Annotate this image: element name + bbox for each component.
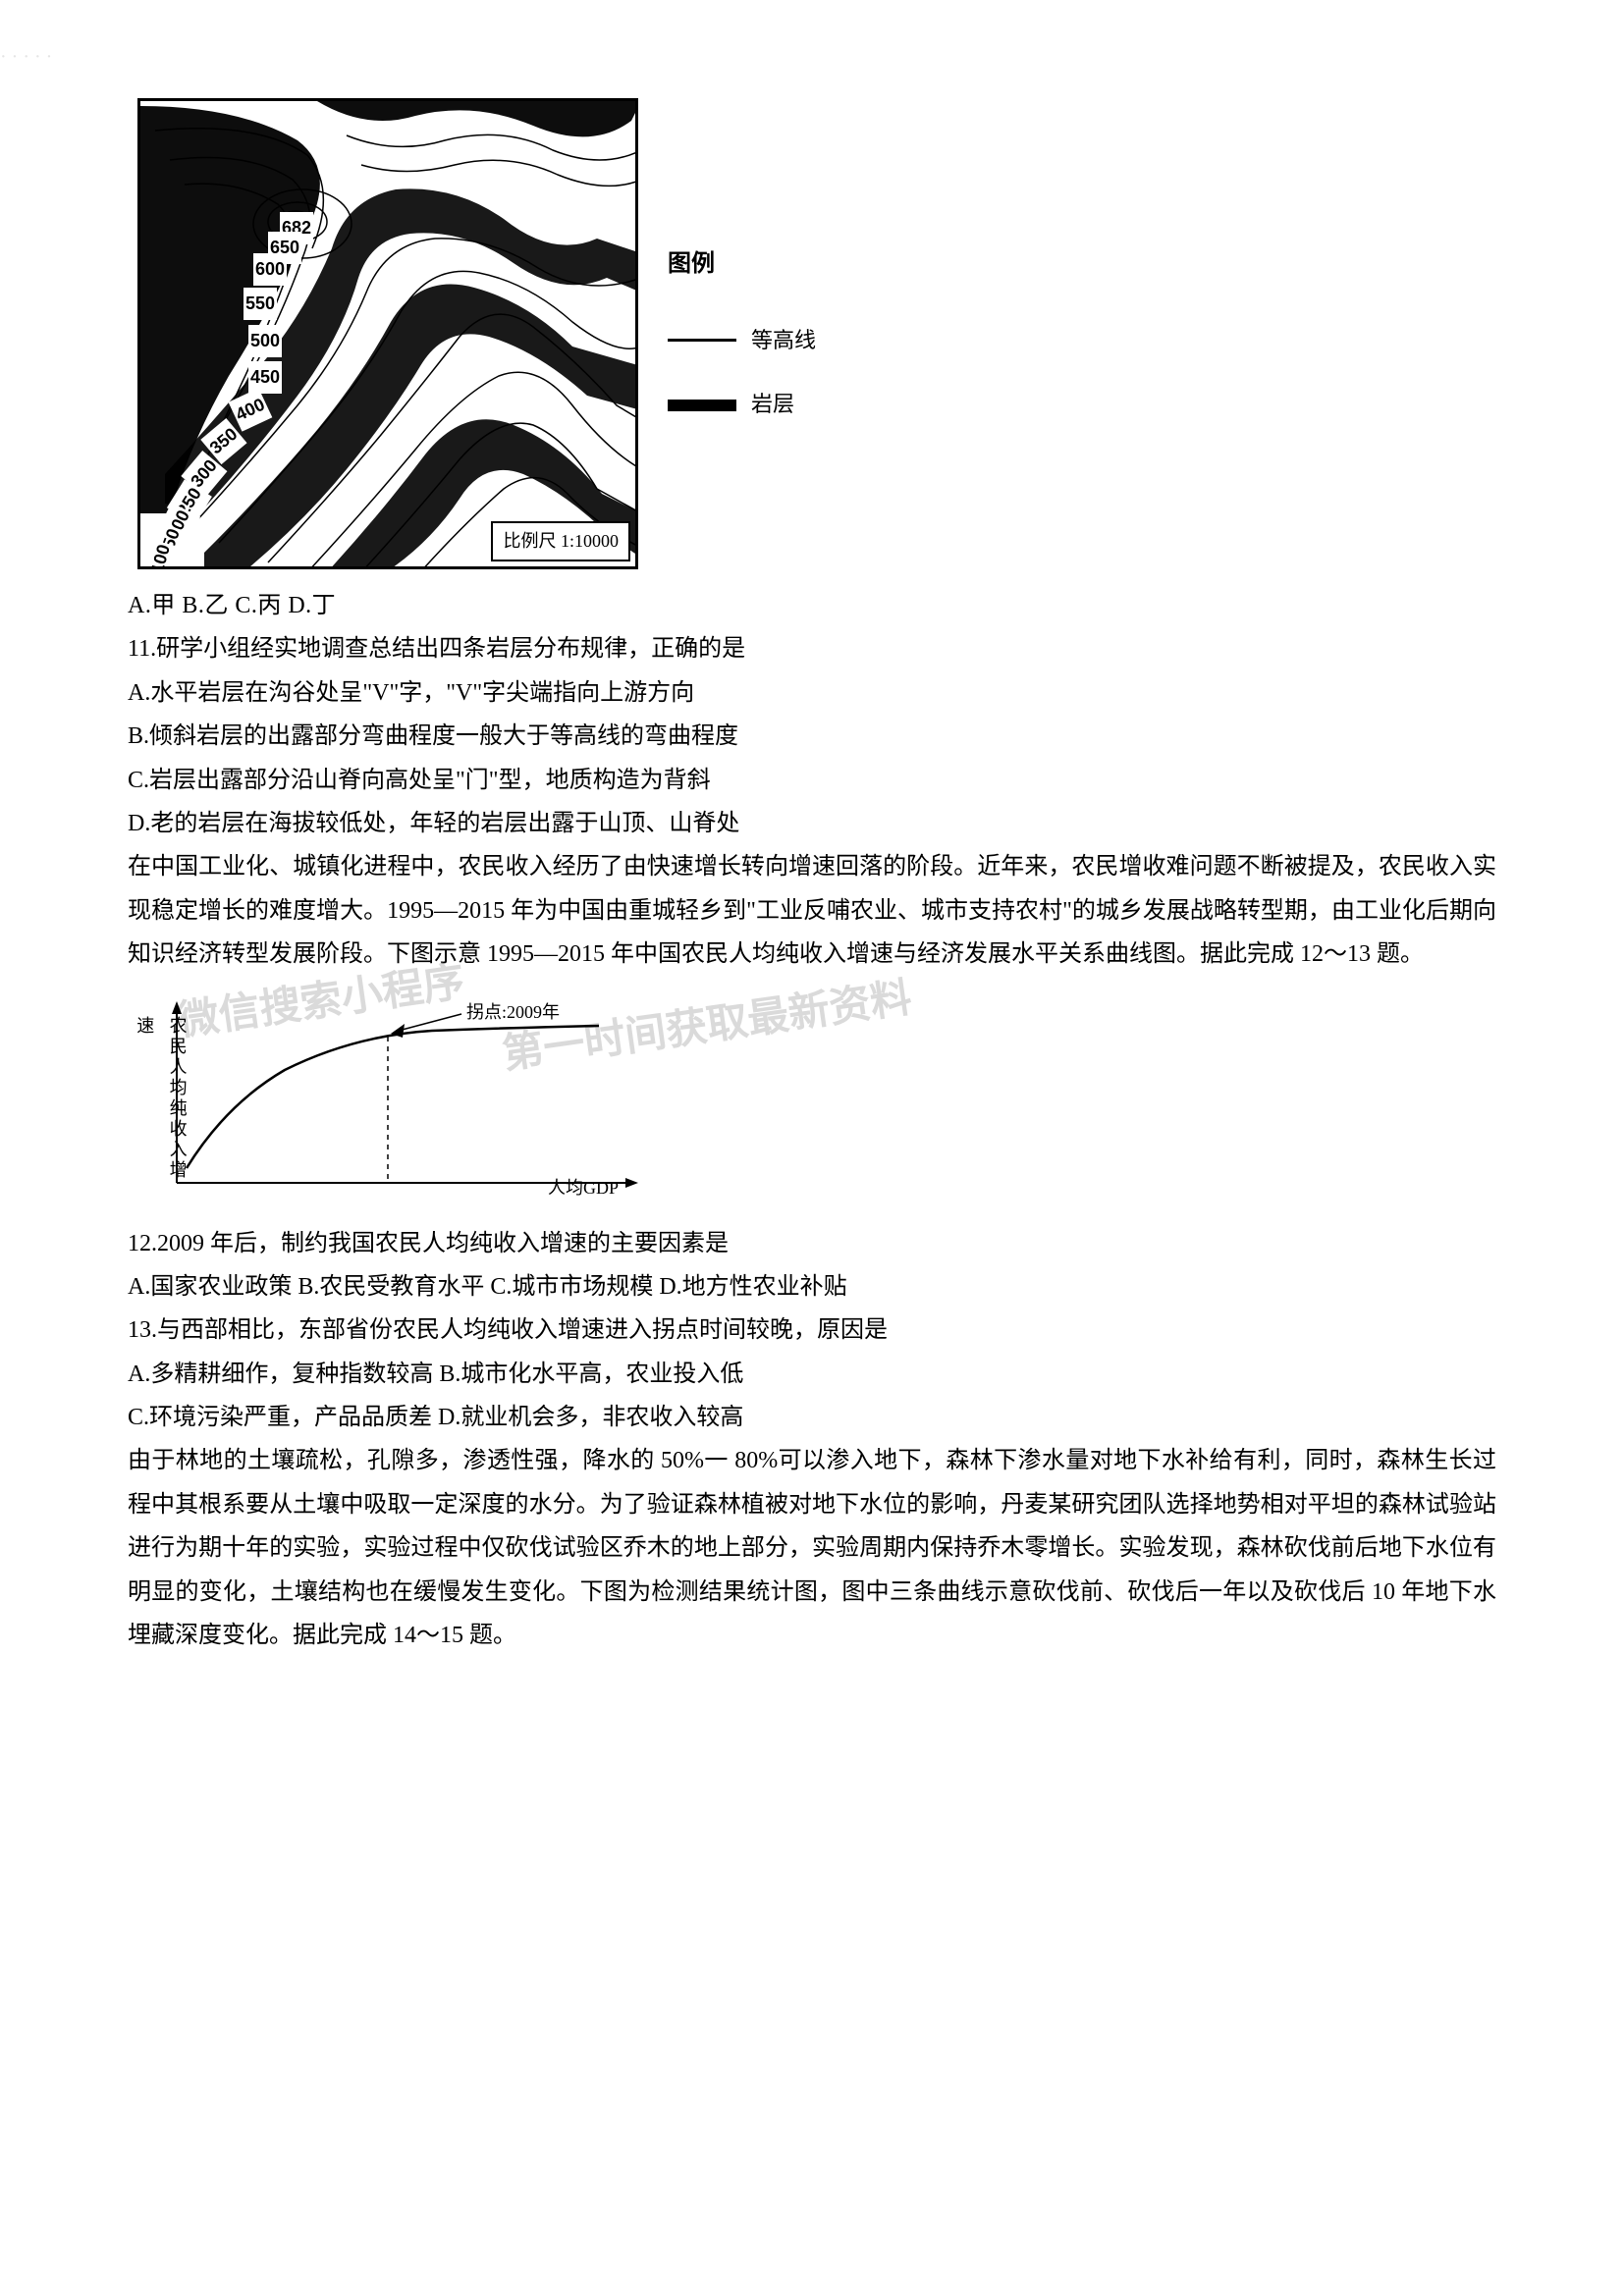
passage-2: 由于林地的土壤疏松，孔隙多，渗透性强，降水的 50%一 80%可以渗入地下，森林… [128, 1439, 1496, 1657]
q11-opt-b: B.倾斜岩层的出露部分弯曲程度一般大于等高线的弯曲程度 [128, 715, 1496, 758]
topographic-map-figure: 682 650 600 550 500 450 400 350 300 250 … [137, 98, 1496, 569]
q12-stem: 12.2009 年后，制约我国农民人均纯收入增速的主要因素是 [128, 1222, 1496, 1265]
contour-label-450: 450 [248, 361, 282, 394]
q13-stem: 13.与西部相比，东部省份农民人均纯收入增速进入拐点时间较晚，原因是 [128, 1308, 1496, 1352]
q11-opt-a: A.水平岩层在沟谷处呈"V"字，"V"字尖端指向上游方向 [128, 671, 1496, 715]
chart-x-label: 人均GDP [548, 1172, 619, 1204]
inflection-label: 拐点:2009年 [466, 1002, 560, 1022]
q11-opt-c: C.岩层出露部分沿山脊向高处呈"门"型，地质构造为背斜 [128, 759, 1496, 802]
stratum-line-icon [668, 400, 736, 411]
scale-label: 比例尺 1:10000 [491, 521, 630, 561]
q12-options: A.国家农业政策 B.农民受教育水平 C.城市市场规模 D.地方性农业补贴 [128, 1265, 1496, 1308]
legend-contour-label: 等高线 [751, 321, 816, 361]
q13-opt-c: C.环境污染严重，产品品质差 D.就业机会多，非农收入较高 [128, 1396, 1496, 1439]
q11-opt-d: D.老的岩层在海拔较低处，年轻的岩层出露于山顶、山脊处 [128, 802, 1496, 845]
contour-svg [140, 101, 638, 569]
q13-opt-a: A.多精耕细作，复种指数较高 B.城市化水平高，农业投入低 [128, 1353, 1496, 1396]
contour-line-icon [668, 339, 736, 342]
passage-1: 在中国工业化、城镇化进程中，农民收入经历了由快速增长转向增速回落的阶段。近年来，… [128, 845, 1496, 976]
legend-contour: 等高线 [668, 321, 816, 361]
chart-svg: 拐点:2009年 [137, 996, 648, 1198]
q11-stem: 11.研学小组经实地调查总结出四条岩层分布规律，正确的是 [128, 627, 1496, 670]
chart-y-label: 农民人均纯收入增速 [128, 1016, 193, 1198]
contour-map: 682 650 600 550 500 450 400 350 300 250 … [137, 98, 638, 569]
q10-options: A.甲 B.乙 C.丙 D.丁 [128, 584, 1496, 627]
legend-stratum-label: 岩层 [751, 385, 794, 425]
legend-title: 图例 [668, 242, 816, 286]
contour-label-600: 600 [253, 253, 287, 286]
contour-label-550: 550 [244, 288, 277, 320]
map-legend: · · · · · 图例 等高线 岩层 [668, 242, 816, 425]
legend-stratum: 岩层 [668, 385, 816, 425]
income-curve-chart: 农民人均纯收入增速 拐点:2009年 人均GDP [137, 996, 648, 1198]
contour-label-500: 500 [248, 325, 282, 357]
